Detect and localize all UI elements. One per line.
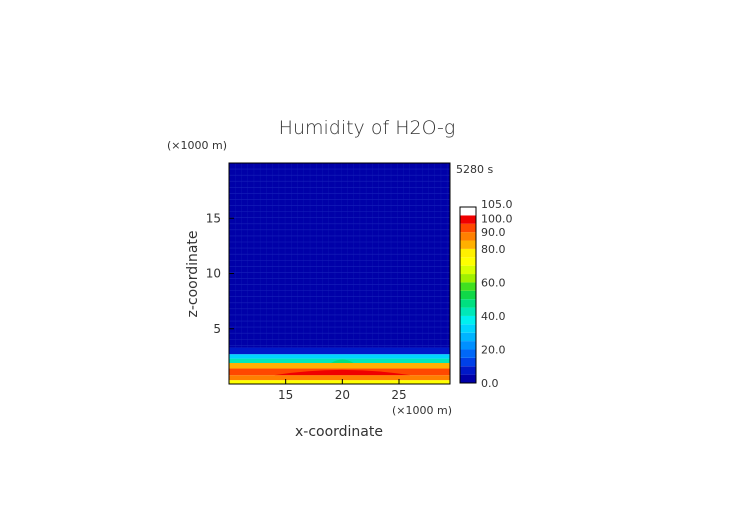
colorbar-level-2	[460, 357, 476, 367]
colorbar-level-16	[460, 240, 476, 249]
colorbar-frame	[459, 206, 477, 384]
colorbar-level-4	[460, 341, 476, 350]
chart-title: Humidity of H2O-g	[279, 117, 456, 139]
field-band-6	[229, 347, 450, 355]
colorbar-level-1	[460, 366, 476, 375]
field-band-0	[229, 380, 450, 384]
time-label: 5280 s	[456, 163, 493, 176]
colorbar-level-14	[460, 257, 476, 266]
colorbar-tick-label: 0.0	[481, 377, 499, 390]
y-tick-label: 10	[206, 267, 221, 281]
colorbar-tick-label: 40.0	[481, 310, 506, 323]
x-axis-label: x-coordinate	[295, 424, 383, 440]
field-band-1	[229, 375, 450, 381]
y-axis-ticks: 5 10 15	[206, 211, 234, 336]
field-feature-1	[331, 359, 354, 364]
colorbar-level-15	[460, 248, 476, 258]
plot-area	[228, 162, 451, 385]
colorbar-level-19	[460, 215, 476, 224]
y-unit-label: (×1000 m)	[167, 139, 227, 152]
x-unit-label: (×1000 m)	[392, 404, 452, 417]
y-axis-label: z-coordinate	[185, 230, 201, 317]
y-tick-label: 5	[213, 322, 221, 336]
colorbar-level-6	[460, 324, 476, 333]
colorbar-level-10	[460, 290, 476, 300]
field-band-3	[229, 363, 450, 369]
colorbar-tick-label: 20.0	[481, 343, 506, 356]
x-tick-label: 25	[391, 388, 406, 402]
colorbar-level-12	[460, 274, 476, 283]
colorbar-tick-label: 60.0	[481, 276, 506, 289]
colorbar-tick-label: 80.0	[481, 243, 506, 256]
colorbar-level-18	[460, 223, 476, 233]
colorbar-level-13	[460, 265, 476, 275]
field-band-5	[229, 354, 450, 359]
x-tick-label: 20	[335, 388, 350, 402]
colorbar-level-3	[460, 349, 476, 358]
colorbar-level-7	[460, 315, 476, 325]
x-axis-ticks: 15 20 25	[278, 379, 407, 402]
colorbar-tick-label: 105.0	[481, 198, 513, 211]
colorbar-level-17	[460, 232, 476, 241]
colorbar-level-5	[460, 332, 476, 342]
x-tick-label: 15	[278, 388, 293, 402]
y-tick-label: 15	[206, 211, 221, 225]
colorbar-level-11	[460, 282, 476, 291]
colorbar-level-9	[460, 299, 476, 308]
colorbar-level-20	[460, 207, 476, 216]
colorbar-level-0	[460, 374, 476, 383]
colorbar-tick-label: 90.0	[481, 226, 506, 239]
field-band-7	[229, 163, 450, 348]
colorbar-level-8	[460, 307, 476, 316]
colorbar-tick-label: 100.0	[481, 212, 513, 225]
field-feature-0	[274, 369, 411, 376]
